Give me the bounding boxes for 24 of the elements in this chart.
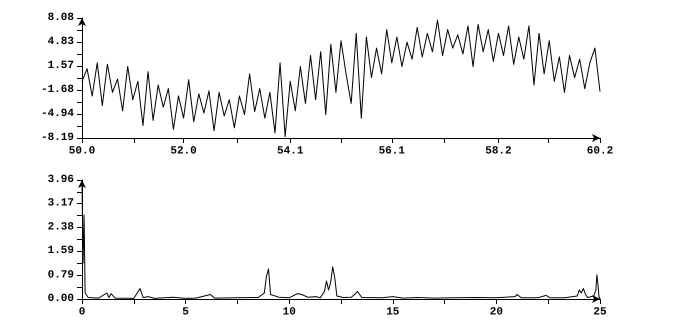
x-tick-label: 54.1 [277,146,304,158]
x-tick-label: 10 [282,306,296,318]
y-tick-label: 1.59 [48,245,74,258]
x-tick-label: 15 [386,306,400,318]
x-tick-label: 20 [490,306,503,318]
x-tick-label: 58.2 [485,146,512,158]
y-tick-label: 8.08 [48,12,74,24]
x-tick-label: 25 [593,306,607,318]
x-tick-label: 0 [78,306,86,318]
y-tick-label: 0.79 [48,269,74,282]
y-tick-label: 3.96 [48,174,74,186]
y-tick-label: 0.00 [48,293,74,305]
y-tick-label: -4.94 [40,108,74,120]
y-tick-label: -1.68 [40,84,74,96]
x-tick-label: 60.2 [586,146,614,158]
x-tick-label: 50.0 [68,146,96,158]
y-tick-label: 4.83 [48,36,74,48]
y-tick-label: 3.17 [48,198,74,210]
x-tick-label: 52.0 [170,146,197,158]
y-tick-label: -8.19 [40,132,74,144]
y-tick-label: 1.57 [48,60,74,72]
y-tick-label: 2.38 [48,221,74,234]
x-tick-label: 5 [182,306,190,318]
x-tick-label: 56.1 [378,146,406,158]
